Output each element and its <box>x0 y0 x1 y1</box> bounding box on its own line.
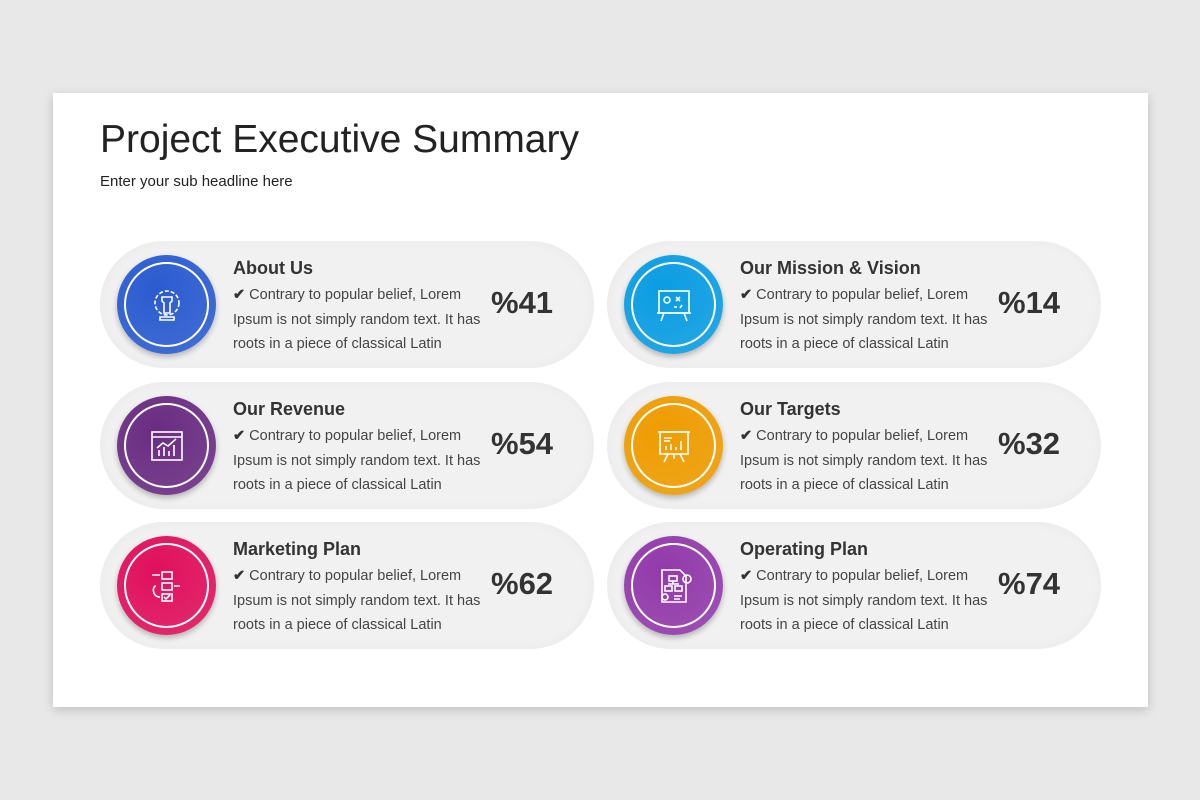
card-text: Contrary to popular belief, Lorem Ipsum … <box>740 428 988 493</box>
check-icon: ✔ <box>740 568 753 584</box>
card-title: Our Targets <box>740 399 841 419</box>
strategy-board-icon <box>656 289 691 321</box>
card-text: Contrary to popular belief, Lorem Ipsum … <box>740 287 988 352</box>
card-body: ✔ Contrary to popular belief, Lorem Ipsum… <box>740 424 990 498</box>
icon-circle <box>117 255 216 354</box>
icon-circle <box>117 396 216 495</box>
card-body: ✔ Contrary to popular belief, Lorem Ipsum… <box>233 564 483 638</box>
card-operating-plan: Operating Plan ✔ Contrary to popular beli… <box>607 522 1101 649</box>
card-percent: %41 <box>491 285 554 320</box>
check-icon: ✔ <box>233 287 246 303</box>
icon-ring <box>124 262 209 347</box>
icon-ring <box>631 543 716 628</box>
card-text: Contrary to popular belief, Lorem Ipsum … <box>233 428 481 493</box>
card-title: About Us <box>233 258 313 278</box>
card-percent: %62 <box>491 566 554 601</box>
workflow-icon <box>151 570 180 602</box>
chess-gear-icon <box>153 289 180 321</box>
card-percent: %14 <box>998 285 1061 320</box>
card-our-mission-vision: Our Mission & Vision ✔ Contrary to popula… <box>607 241 1101 368</box>
card-our-targets: Our Targets ✔ Contrary to popular belief,… <box>607 382 1101 509</box>
document-plan-icon <box>660 568 692 603</box>
icon-ring <box>631 262 716 347</box>
icon-ring <box>124 403 209 488</box>
card-text: Contrary to popular belief, Lorem Ipsum … <box>233 568 481 633</box>
presentation-chart-icon <box>657 430 690 462</box>
card-body: ✔ Contrary to popular belief, Lorem Ipsum… <box>233 283 483 357</box>
check-icon: ✔ <box>740 428 753 444</box>
page-title: Project Executive Summary <box>100 118 579 161</box>
card-about-us: About Us ✔ Contrary to popular belief, Lo… <box>100 241 594 368</box>
card-percent: %32 <box>998 426 1061 461</box>
card-our-revenue: Our Revenue ✔ Contrary to popular belief,… <box>100 382 594 509</box>
icon-ring <box>124 543 209 628</box>
card-text: Contrary to popular belief, Lorem Ipsum … <box>233 287 481 352</box>
icon-circle <box>624 255 723 354</box>
icon-ring <box>631 403 716 488</box>
icon-circle <box>624 396 723 495</box>
card-marketing-plan: Marketing Plan ✔ Contrary to popular beli… <box>100 522 594 649</box>
card-body: ✔ Contrary to popular belief, Lorem Ipsum… <box>740 283 990 357</box>
check-icon: ✔ <box>233 428 246 444</box>
revenue-chart-icon <box>150 430 183 461</box>
page-subtitle: Enter your sub headline here <box>100 173 293 190</box>
card-title: Our Mission & Vision <box>740 258 921 278</box>
card-title: Our Revenue <box>233 399 346 419</box>
card-title: Marketing Plan <box>233 539 362 559</box>
card-title: Operating Plan <box>740 539 869 559</box>
card-percent: %54 <box>491 426 554 461</box>
card-body: ✔ Contrary to popular belief, Lorem Ipsum… <box>740 564 990 638</box>
icon-circle <box>117 536 216 635</box>
card-percent: %74 <box>998 566 1061 601</box>
icon-circle <box>624 536 723 635</box>
check-icon: ✔ <box>233 568 246 584</box>
check-icon: ✔ <box>740 287 753 303</box>
card-body: ✔ Contrary to popular belief, Lorem Ipsum… <box>233 424 483 498</box>
card-text: Contrary to popular belief, Lorem Ipsum … <box>740 568 988 633</box>
